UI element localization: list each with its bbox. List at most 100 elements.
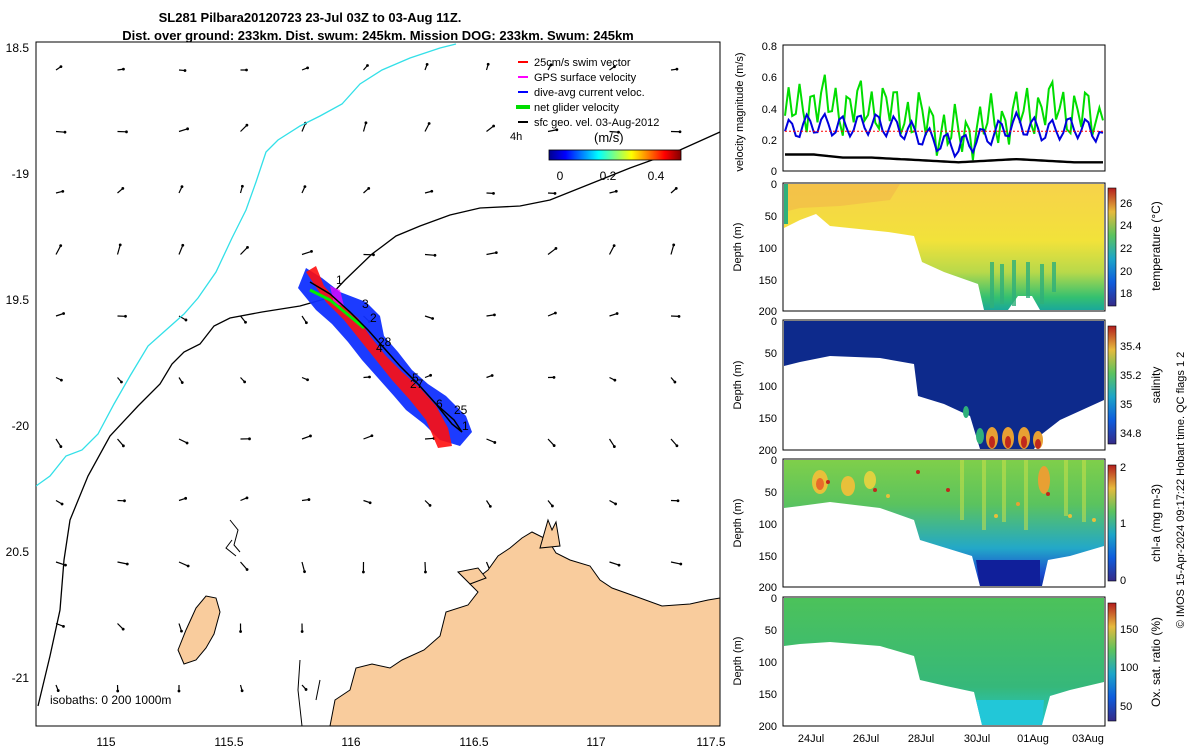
depth-tick: 0: [771, 316, 777, 328]
current-vector-head: [368, 501, 372, 505]
current-vector-arrow: [240, 246, 248, 255]
depth-tick: 100: [759, 657, 777, 669]
current-vector-head: [552, 376, 556, 379]
depth-tick: 0: [771, 179, 777, 191]
depth-y-label: Depth (m): [732, 361, 744, 410]
current-vector-head: [429, 373, 432, 377]
current-vector-head: [433, 253, 437, 257]
velocity-series-line: [784, 74, 1104, 161]
temperature-label: temperature (°C): [1149, 201, 1163, 291]
current-vector-head: [494, 251, 498, 255]
current-vector-head: [307, 498, 311, 501]
depth-colorbars: 18 20 22 24 26 temperature (°C) 34.8 35 …: [1107, 187, 1163, 722]
cbar-tick: 100: [1120, 662, 1138, 674]
cbar-tick: 35.2: [1120, 370, 1141, 382]
current-vector-head: [184, 496, 188, 500]
current-vector-head: [59, 445, 63, 448]
vel-y-tick: 0.4: [762, 104, 777, 116]
track-labels: 1 3 2 28 4 5 27 6 25 1: [336, 273, 469, 433]
current-vector-head: [490, 374, 494, 377]
salinity-colorbar: 34.8 35 35.2 35.4 salinity: [1107, 325, 1163, 445]
depth-tick: 0: [771, 593, 777, 605]
depth-tick: 200: [759, 582, 777, 594]
map-x-axis: 115 115.5 116 116.5 117 117.5: [96, 735, 725, 749]
temperature-warm-core: [784, 184, 900, 212]
current-vector-arrow: [547, 247, 557, 255]
oxygen-label: Ox. sat. ratio (%): [1149, 617, 1163, 707]
velocity-y-label: velocity magnitude (m/s): [734, 52, 746, 171]
current-vector-head: [425, 62, 429, 66]
current-vector-arrow: [178, 245, 184, 255]
depth-tick: 150: [759, 551, 777, 563]
current-vector-arrow: [486, 438, 496, 444]
current-vector-arrow: [547, 438, 555, 446]
isobath-200m: [36, 43, 457, 487]
depth-tick: 150: [759, 689, 777, 701]
cbar-tick: 0: [1120, 575, 1126, 587]
current-vector-head: [617, 130, 620, 134]
depth-tick: 100: [759, 519, 777, 531]
current-vector-head: [674, 186, 678, 190]
current-vector-head: [116, 689, 120, 693]
current-vector-head: [303, 185, 307, 189]
isobaths-label: isobaths: 0 200 1000m: [50, 693, 171, 707]
salinity-field: [784, 321, 1104, 449]
current-vector-head: [486, 62, 490, 66]
current-vector-head: [177, 689, 181, 693]
cbar-tick: 35.4: [1120, 341, 1141, 353]
current-vector-head: [246, 245, 249, 249]
current-vector-head: [124, 314, 127, 318]
legend-label: dive-avg current veloc.: [534, 87, 645, 99]
depth-tick: 50: [765, 211, 777, 223]
vel-y-tick: 0.6: [762, 72, 777, 84]
track-label: 4: [376, 341, 383, 355]
current-vector-arrow: [424, 437, 435, 440]
time-tick: 26Jul: [853, 733, 879, 745]
current-vector-head: [185, 441, 189, 445]
current-vector-head: [366, 64, 369, 67]
current-vector-head: [184, 318, 188, 322]
x-tick: 117.5: [696, 735, 725, 749]
current-vector-head: [306, 378, 309, 382]
current-vector-head: [183, 69, 187, 72]
current-vector-head: [245, 568, 249, 571]
current-vector-head: [427, 122, 431, 125]
depth-tick: 100: [759, 381, 777, 393]
track-label: 2: [370, 311, 377, 325]
current-vector-head: [62, 624, 65, 628]
depth-tick: 50: [765, 348, 777, 360]
legend-item-net-glider: net glider velocity: [516, 102, 619, 114]
time-axis: 24Jul 26Jul 28Jul 30Jul 01Aug 03Aug: [798, 733, 1104, 745]
isobath-1000m: [37, 131, 720, 707]
current-vector-head: [673, 380, 677, 384]
current-vector-head: [364, 121, 368, 125]
track-label: 3: [362, 297, 369, 311]
cbar-tick: 24: [1120, 220, 1132, 232]
current-vector-head: [430, 189, 434, 193]
velocity-frame: [782, 44, 1106, 172]
chla-stripes: [960, 460, 1086, 530]
cbar-tick: 18: [1120, 288, 1132, 300]
track-label: 27: [410, 377, 424, 391]
glider-track-line: [309, 281, 463, 433]
current-vector-head: [613, 65, 616, 69]
current-vector-head: [675, 67, 679, 71]
current-vector-head: [59, 244, 63, 248]
current-vector-head: [121, 444, 125, 448]
current-vector-arrow: [424, 123, 430, 132]
current-vector-head: [552, 444, 556, 447]
land-islet: [456, 567, 487, 585]
chart-title-line2: Dist. over ground: 233km. Dist. swum: 24…: [122, 28, 634, 43]
cbar-tick: 26: [1120, 198, 1132, 210]
current-vector-head: [309, 434, 312, 438]
y-tick: 20.5: [6, 545, 30, 559]
current-vector-head: [248, 437, 251, 441]
current-vector-head: [493, 313, 496, 317]
depth-tick: 200: [759, 445, 777, 457]
current-vector-arrow: [178, 438, 188, 444]
current-vector-head: [303, 570, 306, 574]
legend-label: 25cm/s swim vector: [534, 57, 631, 69]
x-tick: 115.5: [214, 735, 243, 749]
current-vector-head: [678, 130, 682, 134]
